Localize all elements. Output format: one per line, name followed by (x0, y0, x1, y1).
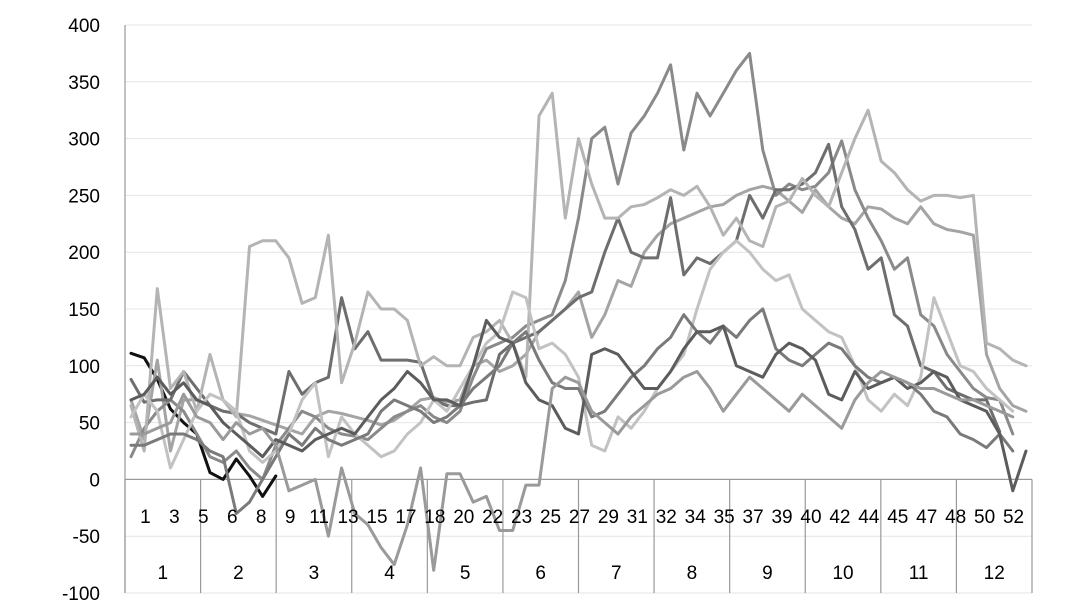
y-tick-label: 350 (68, 73, 100, 94)
x-tick-label: 50 (974, 507, 995, 528)
x-tick-label: 37 (743, 507, 764, 528)
x-tick-label: 52 (1003, 507, 1024, 528)
series-line-8 (129, 318, 1028, 493)
x-tick-label: 45 (887, 507, 908, 528)
x-tick-label: 27 (569, 507, 590, 528)
x-tick-label: 9 (285, 507, 296, 528)
x-tick-label: 32 (656, 507, 677, 528)
series-line-2 (129, 184, 1028, 453)
month-label: 4 (384, 563, 395, 584)
month-label: 6 (535, 563, 546, 584)
month-label: 3 (309, 563, 320, 584)
y-tick-label: 50 (79, 414, 100, 435)
series-line-5 (129, 91, 1028, 453)
month-label: 8 (687, 563, 698, 584)
x-tick-label: 5 (198, 507, 209, 528)
x-tick-label: 22 (482, 507, 503, 528)
x-tick-label: 23 (511, 507, 532, 528)
month-label: 10 (832, 563, 853, 584)
x-tick-label: 25 (540, 507, 561, 528)
x-tick-label: 11 (309, 507, 329, 528)
y-tick-label: 100 (68, 357, 100, 378)
y-tick-label: 300 (68, 130, 100, 151)
y-tick-label: 400 (68, 16, 100, 37)
x-tick-label: 39 (771, 507, 792, 528)
y-tick-label: 150 (68, 300, 100, 321)
x-tick-label: 13 (337, 507, 358, 528)
x-tick-label: 34 (685, 507, 707, 528)
x-tick-label: 6 (227, 507, 238, 528)
y-tick-label: 250 (68, 186, 100, 207)
x-tick-label: 20 (453, 507, 474, 528)
x-tick-label: 18 (424, 507, 445, 528)
month-label: 7 (611, 563, 622, 584)
x-tick-label: 47 (916, 507, 937, 528)
series-line-6 (129, 239, 1015, 470)
series-lines (129, 51, 1028, 572)
y-tick-label: -50 (73, 527, 100, 548)
month-label: 9 (762, 563, 773, 584)
x-tick-label: 29 (598, 507, 619, 528)
axes (124, 25, 1033, 593)
series-line-4 (129, 142, 1002, 436)
x-tick-label: 48 (945, 507, 966, 528)
month-label: 12 (984, 563, 1005, 584)
x-tick-label: 40 (800, 507, 821, 528)
x-tick-label: 35 (714, 507, 735, 528)
series-line-9 (129, 370, 1015, 572)
x-tick-label: 15 (366, 507, 387, 528)
x-tick-label: 1 (140, 507, 151, 528)
x-tick-label: 44 (858, 507, 880, 528)
y-tick-label: 200 (68, 243, 100, 264)
month-label: 2 (233, 563, 244, 584)
x-tick-label: 3 (169, 507, 180, 528)
x-tick-label: 31 (627, 507, 648, 528)
x-tick-label: 17 (395, 507, 416, 528)
series-line-3 (129, 51, 1015, 481)
x-tick-label: 42 (829, 507, 850, 528)
y-tick-label: 0 (89, 470, 100, 491)
month-label: 11 (909, 563, 929, 584)
month-label: 5 (460, 563, 471, 584)
month-label: 1 (158, 563, 169, 584)
y-tick-label: -100 (62, 584, 100, 600)
x-tick-label: 8 (256, 507, 267, 528)
